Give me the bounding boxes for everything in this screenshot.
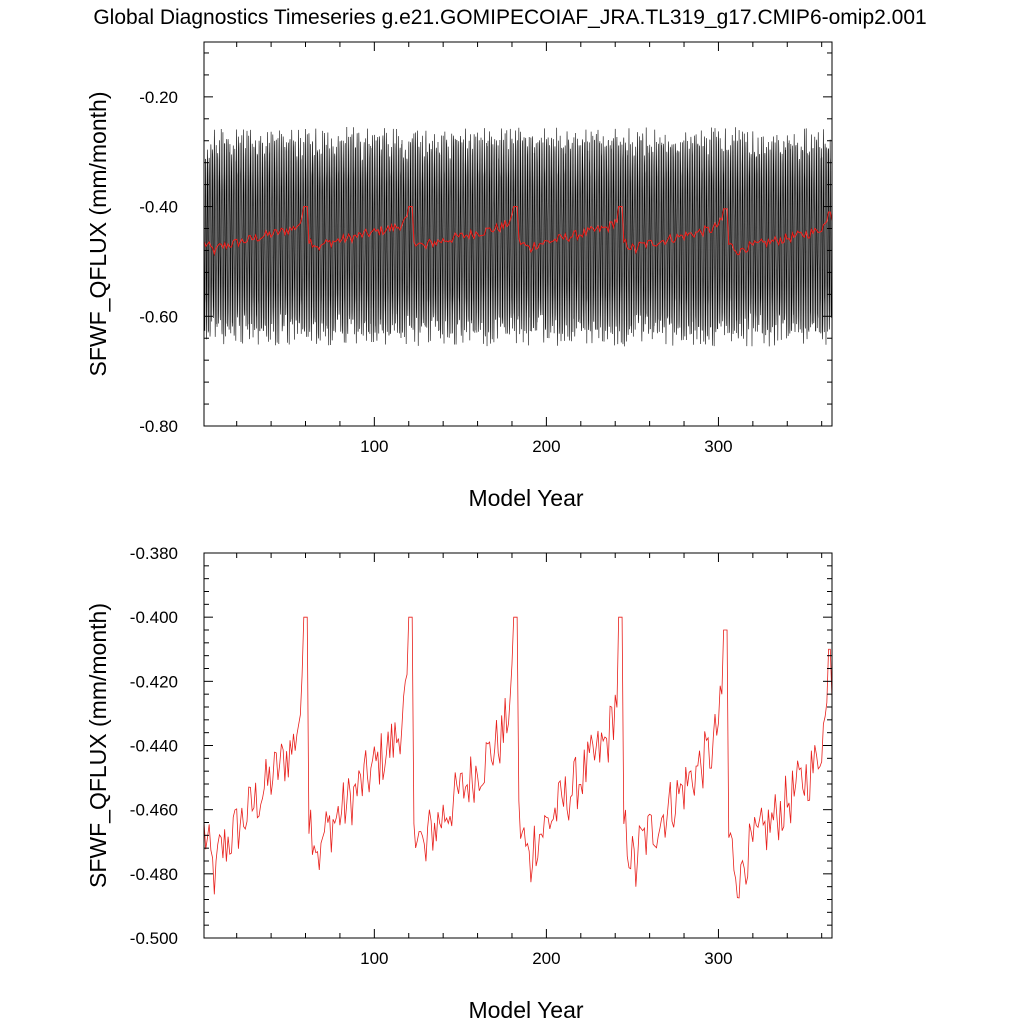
annual-mean-series-line [203,206,833,256]
y-axis-label: SFWF_QFLUX (mm/month) [85,603,111,888]
y-tick-label: -0.480 [130,865,178,884]
monthly-series-line [203,127,833,347]
y-tick-label: -0.80 [139,417,178,436]
x-tick-label: 100 [360,949,388,968]
x-tick-label: 300 [704,949,732,968]
plot-frame [203,41,833,427]
x-axis-label: Model Year [468,997,583,1023]
y-tick-label: -0.60 [139,307,178,326]
y-tick-label: -0.400 [130,608,178,627]
figure-title: Global Diagnostics Timeseries g.e21.GOMI… [93,6,926,29]
y-axis-label: SFWF_QFLUX (mm/month) [85,92,111,377]
y-tick-label: -0.500 [130,929,178,948]
x-tick-label: 300 [704,437,732,456]
y-tick-label: -0.440 [130,737,178,756]
y-tick-label: -0.40 [139,198,178,217]
y-tick-label: -0.380 [130,544,178,563]
x-tick-label: 200 [532,949,560,968]
y-tick-label: -0.460 [130,801,178,820]
y-tick-label: -0.20 [139,88,178,107]
bottom-panel: 100 200 300 -0.500 -0.480 -0.460 -0.440 -0.420 -… [85,544,833,1023]
annual-mean-series-line [203,616,833,899]
x-tick-label: 100 [360,437,388,456]
x-axis-label: Model Year [468,485,583,511]
top-panel: 100 200 300 -0.80 -0.60 -0.40 -0.20 Model Year S… [85,41,833,511]
y-tick-label: -0.420 [130,672,178,691]
x-tick-label: 200 [532,437,560,456]
